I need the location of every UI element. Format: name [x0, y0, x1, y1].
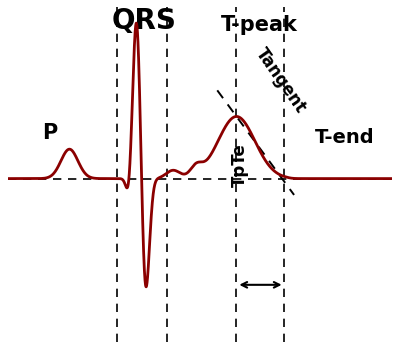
- Text: TpTe: TpTe: [231, 143, 249, 187]
- Text: Tangent: Tangent: [252, 45, 310, 117]
- Text: T-peak: T-peak: [221, 15, 298, 35]
- Text: P: P: [43, 123, 58, 143]
- Text: T-end: T-end: [315, 128, 375, 147]
- Text: QRS: QRS: [112, 7, 177, 35]
